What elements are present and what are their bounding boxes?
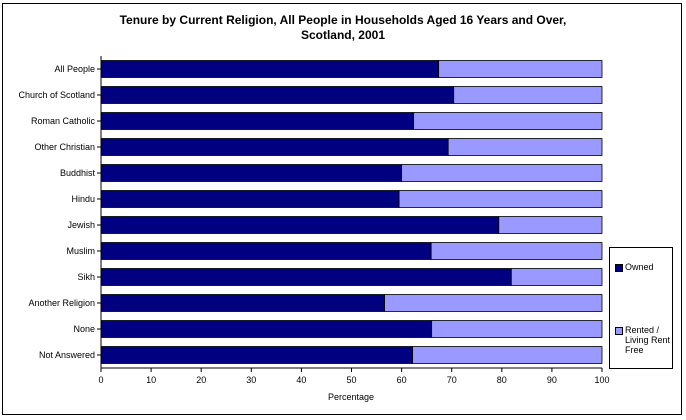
bar-owned-9 — [100, 294, 385, 312]
y-tick-label: Jewish — [67, 220, 95, 230]
bar-rented-5 — [398, 190, 603, 208]
x-tick-label: 90 — [547, 375, 557, 385]
bar-owned-7 — [100, 242, 432, 260]
y-tick-label: Hindu — [71, 194, 95, 204]
legend: Owned Rented / Living Rent Free — [609, 247, 673, 369]
bar-owned-4 — [100, 164, 403, 182]
bar-rented-2 — [413, 112, 603, 130]
y-tick-label: Church of Scotland — [18, 90, 95, 100]
axes-group: All People Church of Scotland Roman Cathol… — [18, 56, 610, 385]
bar-owned-6 — [100, 216, 500, 234]
y-tick-label: Sikh — [77, 272, 95, 282]
legend-label-owned: Owned — [625, 262, 654, 272]
bar-rented-10 — [431, 320, 603, 338]
bar-owned-1 — [100, 86, 455, 104]
legend-swatch-owned — [615, 264, 623, 272]
x-tick-label: 70 — [447, 375, 457, 385]
bar-rented-4 — [401, 164, 603, 182]
bar-rented-8 — [510, 268, 603, 286]
bar-rented-9 — [384, 294, 603, 312]
legend-item-owned: Owned — [615, 262, 673, 272]
chart-title-line-1: Tenure by Current Religion, All People i… — [119, 13, 567, 27]
bar-rented-0 — [438, 60, 603, 78]
x-tick-label: 30 — [246, 375, 256, 385]
bar-rented-3 — [447, 138, 603, 156]
y-tick-label: All People — [54, 64, 95, 74]
bar-owned-2 — [100, 112, 415, 130]
y-tick-label: Roman Catholic — [31, 116, 96, 126]
y-tick-label: Not Answered — [39, 350, 95, 360]
x-tick-label: 60 — [397, 375, 407, 385]
bar-rented-11 — [412, 346, 603, 364]
x-tick-label: 100 — [594, 375, 609, 385]
x-tick-label: 40 — [296, 375, 306, 385]
y-tick-label: Muslim — [67, 246, 96, 256]
bar-owned-10 — [100, 320, 433, 338]
legend-swatch-rented — [615, 327, 623, 335]
bar-owned-11 — [100, 346, 414, 364]
x-tick-label: 0 — [98, 375, 103, 385]
y-tick-label: None — [73, 324, 95, 334]
x-tick-label: 20 — [196, 375, 206, 385]
chart-title-line-2: Scotland, 2001 — [300, 28, 386, 42]
x-tick-label: 80 — [497, 375, 507, 385]
legend-label-rented: Rented / Living Rent Free — [625, 325, 671, 355]
x-tick-label: 10 — [146, 375, 156, 385]
bar-owned-0 — [100, 60, 440, 78]
y-tick-label: Another Religion — [28, 298, 95, 308]
bar-rented-7 — [430, 242, 603, 260]
bars-group — [100, 60, 603, 364]
legend-item-rented: Rented / Living Rent Free — [615, 325, 673, 355]
chart-title: Tenure by Current Religion, All People i… — [0, 13, 686, 43]
x-tick-label: 50 — [346, 375, 356, 385]
bar-rented-6 — [498, 216, 603, 234]
y-tick-label: Other Christian — [34, 142, 95, 152]
bar-owned-5 — [100, 190, 400, 208]
bar-owned-3 — [100, 138, 449, 156]
y-tick-label: Buddhist — [60, 168, 96, 178]
bar-rented-1 — [453, 86, 603, 104]
x-axis-title: Percentage — [328, 392, 374, 402]
bar-owned-8 — [100, 268, 512, 286]
